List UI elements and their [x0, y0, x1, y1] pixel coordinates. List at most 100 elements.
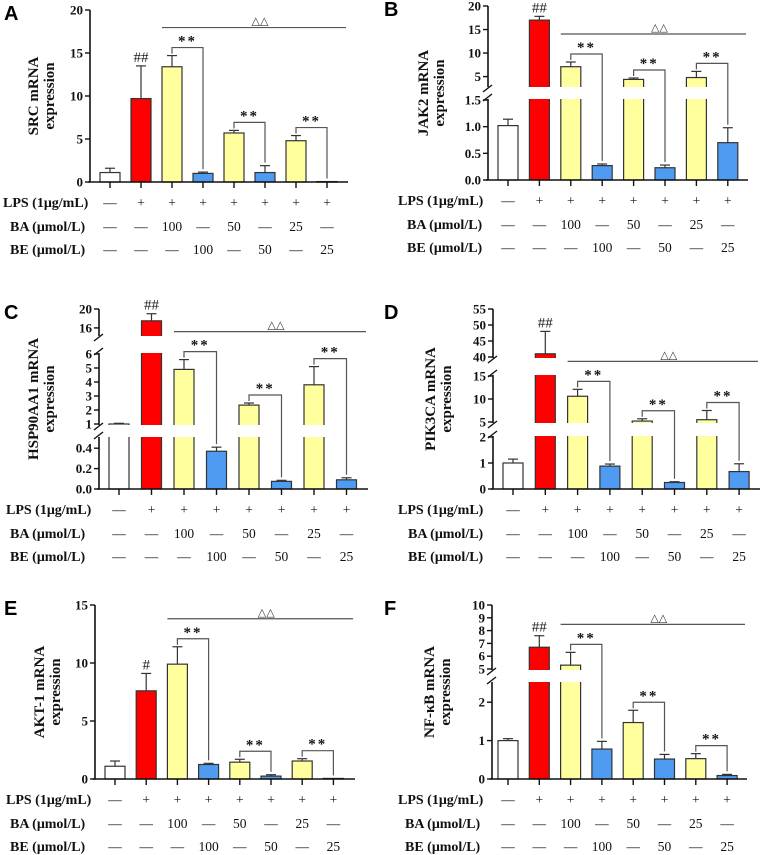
- condition-label: BA (μmol/L): [10, 220, 86, 235]
- condition-value: 100: [162, 219, 183, 234]
- condition-value: —: [232, 839, 247, 854]
- y-tick-label: 40: [473, 350, 486, 365]
- significance-stars: **: [240, 108, 259, 124]
- condition-value: +: [137, 195, 145, 210]
- bar: [653, 758, 676, 780]
- condition-value: 100: [592, 839, 613, 854]
- y-tick-label: 2: [86, 403, 93, 418]
- significance-bracket: [239, 750, 272, 772]
- significance-bracket: [248, 394, 283, 478]
- chart-svg: B JAK2 mRNA expression 0.0 0.5 1.0 1.5 5 10 15 20 *…: [384, 0, 750, 256]
- condition-value: —: [102, 219, 117, 234]
- condition-value: 25: [689, 816, 703, 831]
- condition-value: 100: [561, 217, 582, 232]
- condition-value: 50: [658, 839, 672, 854]
- condition-value: 50: [227, 219, 241, 234]
- y-tick-label: 0.5: [465, 146, 482, 161]
- condition-value: 50: [668, 549, 682, 564]
- significance-stars: **: [308, 737, 327, 753]
- panel-d: D PIK3CA mRNA expression 0 1 2 5 10 15 40 45 50 55 **…: [380, 280, 763, 565]
- condition-value: +: [723, 792, 731, 807]
- condition-label: BA (μmol/L): [408, 527, 484, 542]
- condition-label: BE (μmol/L): [10, 550, 86, 565]
- panel-letter: D: [384, 302, 398, 324]
- bar: [335, 479, 358, 490]
- condition-value: —: [133, 242, 148, 257]
- panel-e: E AKT-1 mRNA expression 0 5 10 15 ** ** ** # △△ LPS …: [0, 570, 383, 855]
- condition-value: 25: [720, 839, 734, 854]
- y-tick-label: 1: [86, 417, 93, 432]
- condition-value: +: [692, 792, 700, 807]
- condition-value: —: [241, 549, 256, 564]
- bar: [560, 664, 582, 780]
- y-tick-label: 16: [79, 320, 93, 335]
- significance-stars: **: [639, 688, 658, 704]
- condition-value: —: [257, 219, 272, 234]
- y-axis-label: SRC mRNA: [26, 56, 42, 135]
- condition-value: +: [174, 792, 182, 807]
- condition-value: +: [142, 792, 150, 807]
- y-tick-label: 0: [480, 482, 487, 497]
- condition-value: —: [195, 219, 210, 234]
- y-tick-label: 20: [70, 3, 83, 18]
- condition-value: —: [538, 526, 553, 541]
- delta-marker: △△: [252, 15, 269, 28]
- condition-value: +: [267, 792, 275, 807]
- bar: [285, 140, 307, 183]
- condition-value: —: [111, 526, 126, 541]
- condition-value: 25: [340, 549, 354, 564]
- condition-value: —: [563, 240, 578, 255]
- bar: [502, 462, 524, 490]
- bar: [560, 66, 582, 181]
- condition-label: LPS (1μg/mL): [398, 503, 484, 518]
- bar: [192, 172, 214, 183]
- significance-bracket: [570, 643, 603, 739]
- y-tick-label: 2: [480, 430, 487, 445]
- condition-label: BE (μmol/L): [10, 840, 86, 855]
- significance-bracket: [233, 121, 266, 163]
- bar: [497, 740, 519, 780]
- condition-value: —: [731, 526, 746, 541]
- y-tick-label: 5: [82, 714, 89, 729]
- condition-value: 50: [264, 839, 278, 854]
- panel-b: B JAK2 mRNA expression 0.0 0.5 1.0 1.5 5 10 15 20 *…: [380, 0, 763, 285]
- y-tick-label: 0.4: [76, 441, 93, 456]
- condition-value: 50: [258, 242, 272, 257]
- condition-label: LPS (1μg/mL): [6, 503, 92, 518]
- y-tick-label: 15: [70, 46, 84, 61]
- significance-stars: **: [184, 625, 203, 641]
- y-tick-label: 0: [479, 772, 486, 787]
- y-tick-label: 5: [475, 69, 482, 84]
- hash-marker: ##: [134, 50, 150, 66]
- y-tick-label: 15: [473, 369, 487, 384]
- y-tick-label: 5: [86, 361, 93, 376]
- panel-letter: B: [384, 0, 398, 21]
- condition-value: +: [671, 502, 679, 517]
- axis-break-mark: [487, 355, 498, 364]
- significance-bracket: [633, 69, 666, 163]
- condition-label: LPS (1μg/mL): [3, 196, 89, 211]
- condition-label: BE (μmol/L): [405, 840, 481, 855]
- hash-marker: ##: [538, 315, 554, 331]
- condition-value: —: [274, 526, 289, 541]
- condition-value: —: [594, 816, 609, 831]
- significance-bracket: [641, 410, 676, 479]
- condition-value: 100: [600, 549, 621, 564]
- bar: [717, 142, 739, 181]
- significance-bracket: [632, 701, 666, 752]
- bar: [104, 765, 126, 780]
- condition-value: 50: [627, 217, 641, 232]
- condition-value: +: [292, 195, 300, 210]
- condition-value: —: [538, 549, 553, 564]
- significance-stars: **: [256, 381, 275, 397]
- condition-value: —: [626, 240, 641, 255]
- condition-value: —: [532, 839, 547, 854]
- condition-value: 50: [626, 816, 640, 831]
- condition-value: +: [735, 502, 743, 517]
- axis-break-gap: [91, 425, 370, 437]
- y-axis-label: PIK3CA mRNA: [423, 347, 439, 451]
- condition-value: —: [532, 240, 547, 255]
- condition-value: —: [107, 839, 122, 854]
- y-tick-label: 1: [480, 456, 487, 471]
